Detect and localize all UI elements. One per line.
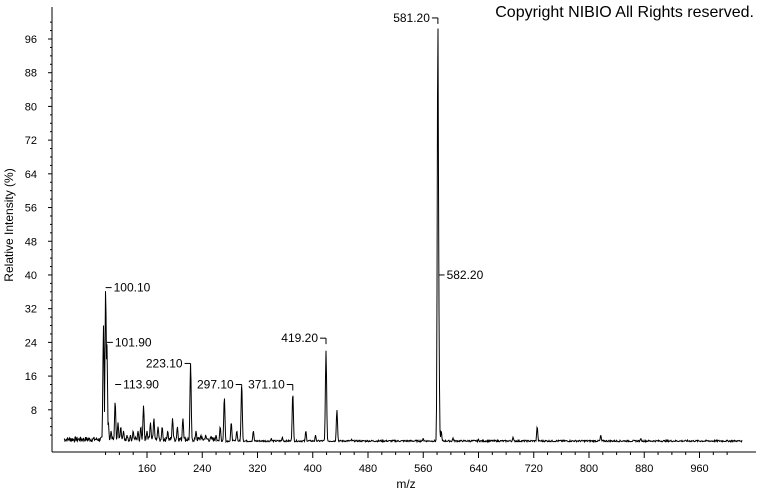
y-tick-label: 32 bbox=[25, 304, 37, 316]
peak-annotation: 581.20 bbox=[393, 11, 439, 25]
x-tick-label: 480 bbox=[359, 463, 377, 475]
y-tick-label: 48 bbox=[25, 236, 37, 248]
y-tick-label: 88 bbox=[25, 68, 37, 80]
peak-label: 101.90 bbox=[115, 335, 152, 349]
x-tick-label: 160 bbox=[138, 463, 156, 475]
x-tick-label: 320 bbox=[248, 463, 266, 475]
y-tick-label: 64 bbox=[25, 169, 37, 181]
y-tick-label: 56 bbox=[25, 203, 37, 215]
y-tick-label: 24 bbox=[25, 337, 37, 349]
peak-annotation: 113.90 bbox=[115, 378, 159, 392]
x-tick-label: 240 bbox=[193, 463, 211, 475]
x-tick-label: 400 bbox=[304, 463, 322, 475]
x-tick-label: 880 bbox=[635, 463, 653, 475]
x-tick-label: 640 bbox=[469, 463, 487, 475]
y-tick-label: 72 bbox=[25, 135, 37, 147]
peak-annotation: 100.10 bbox=[105, 281, 151, 295]
peak-annotation: 101.90 bbox=[106, 335, 152, 349]
y-tick-label: 16 bbox=[25, 371, 37, 383]
peak-annotation: 371.10 bbox=[248, 378, 294, 392]
peak-annotation: 297.10 bbox=[197, 378, 243, 392]
peak-label: 297.10 bbox=[197, 378, 234, 392]
peak-label: 371.10 bbox=[248, 378, 285, 392]
peak-annotation: 223.10 bbox=[146, 356, 192, 370]
peak-label: 223.10 bbox=[146, 356, 183, 370]
peak-label: 581.20 bbox=[393, 11, 430, 25]
y-axis-label: Relative Intensity (%) bbox=[2, 168, 16, 281]
peak-label: 419.20 bbox=[281, 331, 318, 345]
y-tick-label: 80 bbox=[25, 101, 37, 113]
peak-annotation: 419.20 bbox=[281, 331, 327, 345]
peak-labels: 100.10 101.90 113.90 223.10 297.10 371.10 419.… bbox=[105, 11, 484, 392]
peak-label: 582.20 bbox=[447, 268, 484, 282]
spectrum-trace bbox=[63, 28, 743, 444]
x-tick-label: 960 bbox=[690, 463, 708, 475]
axes-group: 8 16 24 32 40 48 56 64 72 80 88 96 160 240 320 400 480 56… bbox=[25, 7, 756, 475]
x-axis-label: m/z bbox=[396, 477, 415, 491]
peak-annotation: 582.20 bbox=[438, 268, 484, 282]
y-tick-label: 96 bbox=[25, 34, 37, 46]
x-tick-label: 800 bbox=[580, 463, 598, 475]
spectrum-line bbox=[63, 28, 743, 444]
y-tick-label: 40 bbox=[25, 270, 37, 282]
peak-label: 100.10 bbox=[114, 281, 151, 295]
x-tick-label: 560 bbox=[414, 463, 432, 475]
peak-label: 113.90 bbox=[123, 378, 159, 392]
copyright-notice: Copyright NIBIO All Rights reserved. bbox=[495, 4, 754, 21]
y-tick-label: 8 bbox=[31, 405, 37, 417]
x-tick-label: 720 bbox=[525, 463, 543, 475]
